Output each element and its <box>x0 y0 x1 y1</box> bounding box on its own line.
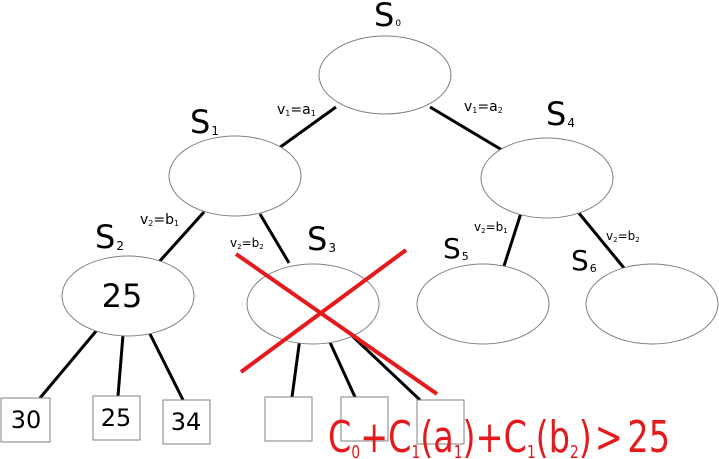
edge-s4-s6 <box>576 211 626 269</box>
leaf-6 <box>416 399 465 445</box>
node-s2-value: 25 <box>102 277 143 315</box>
leaf-2 <box>92 395 141 441</box>
edge-label-s0-s1: v1=a1 <box>277 102 316 118</box>
node-s1 <box>168 135 302 217</box>
leaf-value-1: 30 <box>11 406 42 434</box>
edge-s3-leaf-1 <box>290 337 302 398</box>
node-s2 <box>61 255 195 337</box>
edge-label-s1-s3: v2=b2 <box>230 236 264 251</box>
label-s5: S5 <box>443 232 469 265</box>
label-s1: S1 <box>190 103 219 141</box>
edge-s1-s2 <box>157 210 206 264</box>
edge-s2-leaf-3 <box>146 329 185 401</box>
leaf-4 <box>264 396 313 442</box>
edge-s2-leaf-1 <box>38 329 99 399</box>
edge-label-s0-s4: v1=a2 <box>464 99 503 115</box>
leaf-1 <box>0 397 51 443</box>
leaf-5 <box>340 396 389 442</box>
edge-s0-s1 <box>278 105 337 150</box>
edge-s2-leaf-2 <box>116 334 125 397</box>
node-s4 <box>480 137 614 219</box>
edge-s1-s3 <box>258 213 291 264</box>
label-s0: S0 <box>374 0 401 34</box>
label-s2: S2 <box>95 218 124 256</box>
prune-cross-stroke-2 <box>239 248 408 374</box>
node-s0 <box>318 35 452 115</box>
label-s6: S6 <box>571 244 597 277</box>
edge-label-s4-s6: v2=b2 <box>606 229 640 244</box>
edge-s0-s4 <box>429 105 503 152</box>
label-s4: S4 <box>546 95 575 133</box>
edge-label-s4-s5: v2=b1 <box>474 220 508 235</box>
node-s6 <box>585 263 719 345</box>
leaf-value-2: 25 <box>101 404 132 432</box>
prune-cross-stroke-1 <box>234 252 439 396</box>
node-s5 <box>416 263 550 345</box>
edge-s3-leaf-2 <box>326 337 357 398</box>
edge-s4-s5 <box>502 212 523 267</box>
leaf-3 <box>162 399 211 445</box>
label-s3: S3 <box>307 220 336 258</box>
edge-label-s1-s2: v2=b1 <box>140 212 179 228</box>
bound-formula: C0+C1(a1)+C1(b2)>25 <box>328 412 670 459</box>
leaf-value-3: 34 <box>171 408 202 436</box>
edge-s3-leaf-3 <box>346 330 422 402</box>
